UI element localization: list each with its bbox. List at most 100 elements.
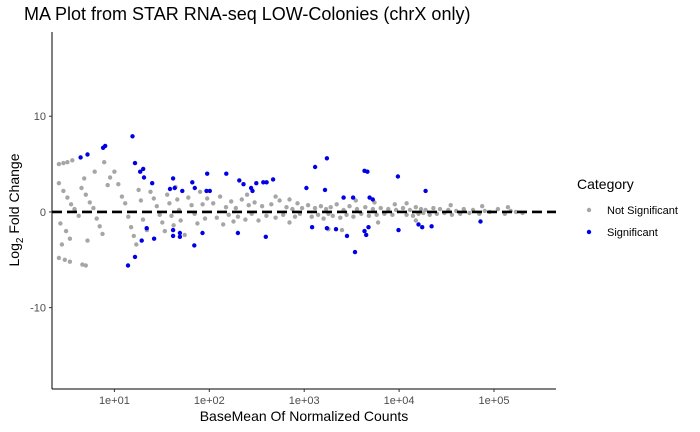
not-significant-point	[226, 212, 231, 217]
significant-point	[367, 195, 372, 200]
not-significant-point	[134, 242, 139, 247]
not-significant-point	[482, 208, 487, 214]
significant-point	[180, 188, 185, 194]
significant-point	[170, 176, 176, 181]
not-significant-point	[100, 231, 105, 237]
not-significant-point	[182, 232, 187, 238]
significant-point	[78, 155, 83, 160]
not-significant-point	[214, 215, 219, 220]
not-significant-point	[305, 203, 311, 208]
significant-point	[250, 188, 255, 194]
not-significant-points	[56, 158, 525, 268]
not-significant-point	[92, 169, 97, 174]
not-significant-point	[318, 204, 324, 209]
not-significant-point	[353, 198, 358, 203]
not-significant-point	[328, 205, 333, 210]
significant-point	[324, 226, 330, 231]
not-significant-point	[256, 218, 261, 223]
not-significant-point	[480, 204, 485, 209]
significant-point	[364, 232, 369, 238]
significant-point	[207, 188, 212, 194]
not-significant-point	[56, 161, 62, 167]
not-significant-point	[197, 189, 203, 194]
not-significant-point	[448, 203, 453, 208]
not-significant-point	[221, 222, 226, 227]
not-significant-point	[290, 206, 295, 212]
significant-point	[139, 238, 144, 243]
not-significant-point	[273, 194, 278, 199]
not-significant-point	[195, 221, 200, 226]
not-significant-point	[312, 205, 318, 211]
not-significant-point	[431, 205, 436, 211]
not-significant-point	[154, 204, 159, 209]
not-significant-point	[112, 169, 117, 174]
not-significant-point	[330, 213, 335, 218]
not-significant-point	[148, 189, 153, 194]
not-significant-point	[344, 212, 349, 217]
significant-point	[341, 195, 346, 200]
not-significant-point	[94, 216, 99, 221]
significant-point	[254, 181, 259, 186]
significant-point	[270, 177, 276, 182]
y-axis-title: Log2 Fold Change	[6, 153, 26, 266]
not-significant-point	[244, 192, 250, 197]
not-significant-point	[171, 223, 176, 228]
legend-title: Category	[577, 176, 634, 192]
y-axis-ticks: 10 0 -10	[30, 111, 52, 315]
significant-point	[309, 225, 315, 230]
not-significant-point	[231, 219, 236, 224]
significant-points	[78, 134, 483, 268]
not-significant-point	[495, 206, 501, 212]
not-significant-point	[259, 204, 265, 209]
not-significant-point	[83, 263, 89, 268]
not-significant-point	[56, 181, 62, 186]
not-significant-point	[281, 212, 286, 217]
x-tick-label: 1e+03	[289, 395, 320, 407]
not-significant-point	[157, 212, 162, 217]
not-significant-point	[467, 210, 472, 216]
not-significant-point	[315, 212, 321, 217]
x-axis-title: BaseMean Of Normalized Counts	[200, 408, 409, 424]
not-significant-point	[83, 192, 89, 197]
not-significant-point	[82, 176, 87, 181]
not-significant-point	[413, 218, 418, 223]
not-significant-point	[233, 205, 238, 211]
significant-point	[478, 219, 483, 224]
y-tick-label: -10	[30, 303, 46, 315]
not-significant-point	[252, 200, 257, 205]
not-significant-point	[269, 202, 274, 207]
not-significant-point	[70, 158, 75, 163]
not-significant-point	[392, 202, 397, 207]
significant-point	[167, 186, 173, 192]
not-significant-point	[61, 160, 66, 166]
not-significant-point	[423, 207, 428, 213]
significant-point	[366, 225, 371, 230]
y-tick-label: 0	[40, 207, 46, 219]
not-significant-point	[366, 213, 372, 218]
x-tick-label: 1e+04	[384, 395, 415, 407]
not-significant-point	[131, 233, 136, 239]
not-significant-point	[239, 197, 244, 202]
not-significant-point	[427, 212, 432, 217]
not-significant-point	[505, 205, 511, 210]
not-significant-point	[189, 203, 194, 208]
significant-point	[138, 169, 143, 174]
significant-point	[324, 156, 330, 161]
not-significant-point	[169, 213, 174, 218]
not-significant-point	[334, 202, 339, 207]
not-significant-point	[404, 201, 409, 206]
significant-point	[429, 224, 434, 229]
significant-point	[263, 234, 268, 239]
not-significant-point	[178, 218, 183, 223]
not-significant-point	[102, 160, 107, 165]
not-significant-point	[284, 205, 289, 210]
not-significant-point	[407, 207, 413, 213]
not-significant-point	[162, 228, 167, 234]
significant-point	[150, 181, 155, 186]
not-significant-point	[449, 212, 455, 217]
not-significant-point	[123, 201, 128, 206]
significant-point	[333, 227, 339, 232]
not-significant-point	[338, 215, 343, 220]
legend-key-significant	[586, 229, 592, 235]
not-significant-point	[126, 214, 131, 219]
